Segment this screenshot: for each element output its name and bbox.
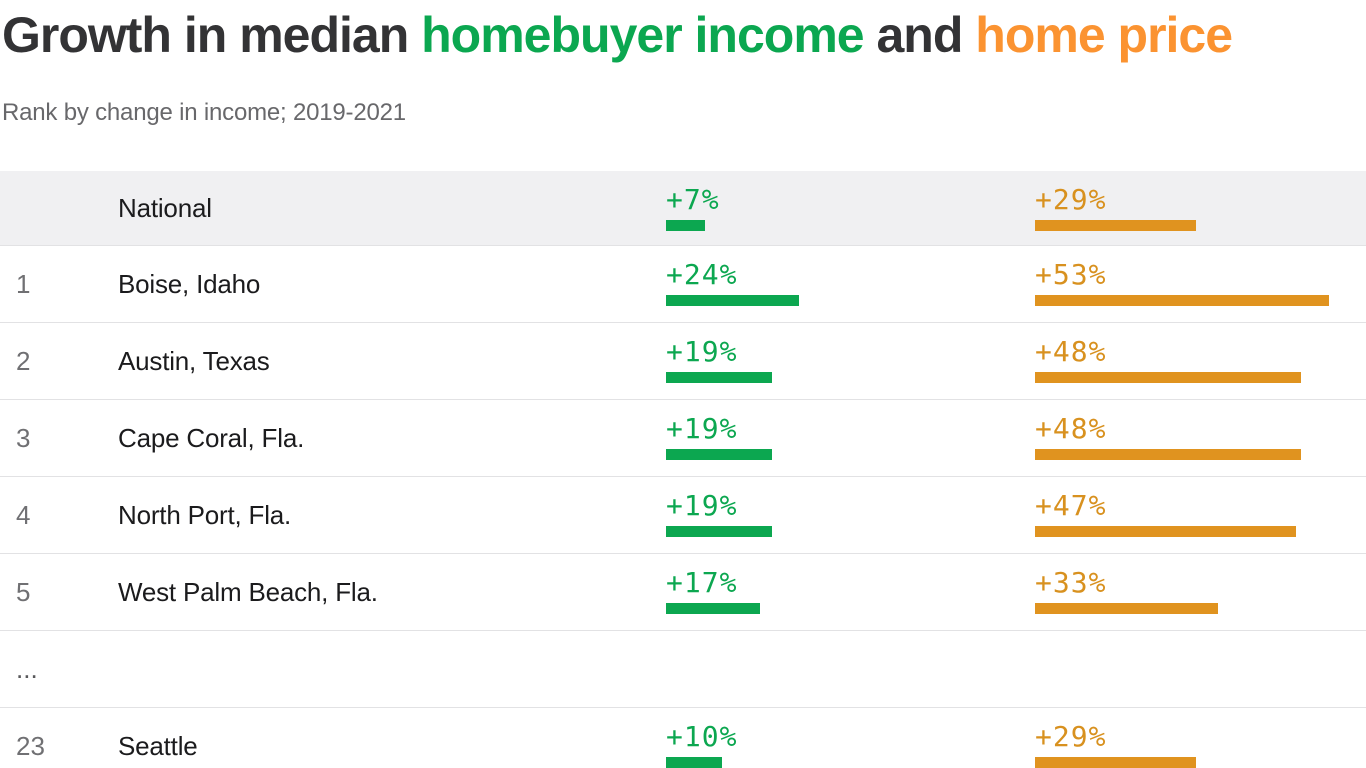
chart-subtitle: Rank by change in income; 2019-2021 xyxy=(2,99,406,126)
price-value-label: +47% xyxy=(1035,489,1107,522)
income-value-label: +7% xyxy=(666,183,720,216)
table-row-ellipsis: ... xyxy=(0,630,1366,707)
price-cell: +53% xyxy=(1035,246,1366,322)
rank-table: National +7% +29% 1 Boise, Idaho +24% +53% 2 Aus… xyxy=(0,171,1366,768)
income-value-label: +24% xyxy=(666,258,738,291)
income-bar xyxy=(666,603,761,614)
price-bar xyxy=(1035,757,1196,768)
price-value-label: +29% xyxy=(1035,183,1107,216)
income-cell: +7% xyxy=(666,171,1035,245)
table-row: 3 Cape Coral, Fla. +19% +48% xyxy=(0,399,1366,476)
income-bar xyxy=(666,757,722,768)
income-cell: +24% xyxy=(666,246,1035,322)
city-name-cell: North Port, Fla. xyxy=(118,499,292,530)
income-cell: +10% xyxy=(666,708,1035,768)
price-bar xyxy=(1035,372,1302,383)
price-cell: +33% xyxy=(1035,554,1366,630)
income-bar xyxy=(666,295,800,306)
income-cell-empty xyxy=(666,631,1035,707)
price-value-label: +53% xyxy=(1035,258,1107,291)
table-row: 5 West Palm Beach, Fla. +17% +33% xyxy=(0,553,1366,630)
income-bar xyxy=(666,526,772,537)
price-bar xyxy=(1035,526,1296,537)
table-row: 4 North Port, Fla. +19% +47% xyxy=(0,476,1366,553)
rank-cell: 3 xyxy=(16,422,31,453)
title-segment: and xyxy=(863,7,976,63)
table-row: 2 Austin, Texas +19% +48% xyxy=(0,322,1366,399)
income-bar xyxy=(666,449,772,460)
income-value-label: +19% xyxy=(666,489,738,522)
price-value-label: +48% xyxy=(1035,335,1107,368)
price-cell: +47% xyxy=(1035,477,1366,553)
income-value-label: +19% xyxy=(666,412,738,445)
city-name-cell: Boise, Idaho xyxy=(118,268,261,299)
table-row: 23 Seattle +10% +29% xyxy=(0,707,1366,768)
price-bar xyxy=(1035,603,1219,614)
rank-cell: ... xyxy=(16,653,38,684)
city-name-cell: National xyxy=(118,192,212,223)
price-cell: +29% xyxy=(1035,708,1366,768)
city-name-cell: Seattle xyxy=(118,730,198,761)
rank-cell: 23 xyxy=(16,730,45,761)
price-cell: +29% xyxy=(1035,171,1366,245)
rank-cell: 1 xyxy=(16,268,31,299)
income-cell: +17% xyxy=(666,554,1035,630)
chart-title: Growth in median homebuyer income and ho… xyxy=(0,0,1366,62)
rank-cell: 4 xyxy=(16,499,31,530)
title-segment: home price xyxy=(975,7,1233,63)
price-cell: +48% xyxy=(1035,400,1366,476)
price-cell: +48% xyxy=(1035,323,1366,399)
price-bar xyxy=(1035,220,1196,231)
title-segment: homebuyer income xyxy=(421,7,864,63)
income-bar xyxy=(666,220,705,231)
table-row: National +7% +29% xyxy=(0,171,1366,245)
city-name-cell: Cape Coral, Fla. xyxy=(118,422,305,453)
table-row: 1 Boise, Idaho +24% +53% xyxy=(0,245,1366,322)
rank-cell: 5 xyxy=(16,576,31,607)
city-name-cell: Austin, Texas xyxy=(118,345,270,376)
income-value-label: +10% xyxy=(666,720,738,753)
income-bar xyxy=(666,372,772,383)
price-bar xyxy=(1035,449,1302,460)
rank-cell: 2 xyxy=(16,345,31,376)
price-value-label: +48% xyxy=(1035,412,1107,445)
income-cell: +19% xyxy=(666,323,1035,399)
title-segment: Growth in median xyxy=(2,7,422,63)
rank-cell xyxy=(0,171,118,245)
income-cell: +19% xyxy=(666,477,1035,553)
income-value-label: +17% xyxy=(666,566,738,599)
income-cell: +19% xyxy=(666,400,1035,476)
city-name-cell: West Palm Beach, Fla. xyxy=(118,576,378,607)
income-value-label: +19% xyxy=(666,335,738,368)
price-cell-empty xyxy=(1035,631,1366,707)
city-name-cell xyxy=(118,631,666,707)
price-value-label: +29% xyxy=(1035,720,1107,753)
price-value-label: +33% xyxy=(1035,566,1107,599)
price-bar xyxy=(1035,295,1330,306)
